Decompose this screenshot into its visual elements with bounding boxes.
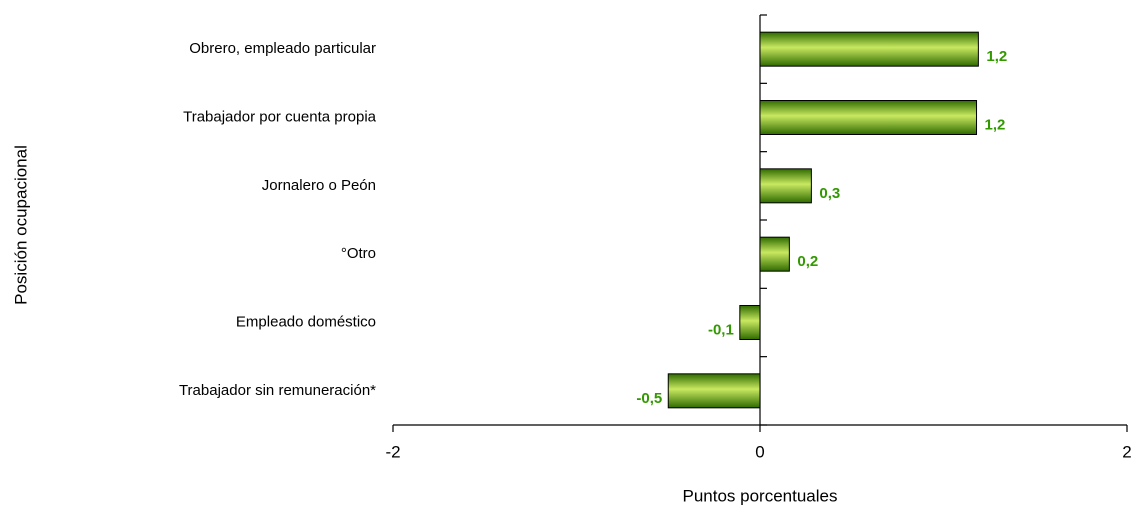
- value-label: -0,1: [708, 321, 734, 338]
- y-tick-label: Trabajador sin remuneración*: [179, 382, 376, 399]
- x-tick-label: -2: [385, 442, 400, 461]
- y-tick-label: °Otro: [341, 245, 376, 262]
- bar: [759, 31, 979, 67]
- bar: [759, 236, 790, 272]
- value-label: 0,3: [819, 185, 840, 202]
- y-tick-label: Empleado doméstico: [236, 313, 376, 330]
- bar: [759, 168, 812, 204]
- y-tick-label: Jornalero o Peón: [262, 177, 376, 194]
- x-tick-label: 0: [755, 442, 764, 461]
- y-tick-label: Obrero, empleado particular: [189, 40, 376, 57]
- value-label: 1,2: [986, 48, 1007, 65]
- x-tick-label: 2: [1122, 442, 1131, 461]
- bar: [667, 373, 761, 409]
- y-axis-title: Posición ocupacional: [11, 145, 30, 305]
- value-label: -0,5: [636, 390, 662, 407]
- value-label: 0,2: [797, 253, 818, 270]
- y-tick-label: Trabajador por cuenta propia: [183, 108, 377, 125]
- x-axis-title: Puntos porcentuales: [683, 486, 838, 505]
- bar: [759, 100, 978, 135]
- bar: [739, 305, 761, 340]
- value-label: 1,2: [985, 116, 1006, 133]
